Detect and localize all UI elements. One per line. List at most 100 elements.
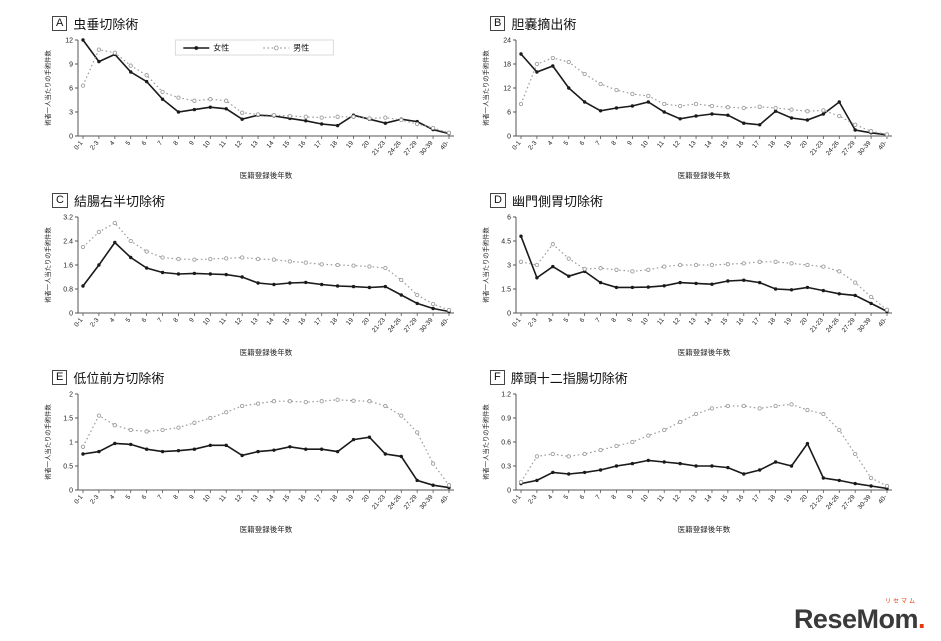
svg-text:6: 6 <box>140 493 148 501</box>
svg-text:0-1: 0-1 <box>73 140 85 152</box>
svg-text:5: 5 <box>563 139 571 147</box>
svg-text:30-39: 30-39 <box>857 139 873 157</box>
svg-text:2-3: 2-3 <box>527 140 539 152</box>
svg-text:10: 10 <box>202 493 212 503</box>
svg-text:術者一人当たりの手術件数: 術者一人当たりの手術件数 <box>481 404 490 480</box>
svg-text:8: 8 <box>172 493 180 501</box>
svg-text:7: 7 <box>594 139 602 147</box>
chart-panel-f: F 膵頭十二指腸切除術 0 0.3 0.6 0.9 1.2 0-1 2-3 4 5 6 7 8 9 10 11 1… <box>480 366 904 541</box>
svg-text:17: 17 <box>313 316 323 326</box>
svg-text:8: 8 <box>172 316 180 324</box>
svg-text:4: 4 <box>547 493 555 501</box>
svg-text:0.9: 0.9 <box>501 416 511 423</box>
svg-text:24-26: 24-26 <box>387 493 403 511</box>
svg-text:5: 5 <box>125 139 133 147</box>
svg-text:1.2: 1.2 <box>501 392 511 399</box>
svg-text:27-29: 27-29 <box>841 139 857 157</box>
svg-text:4: 4 <box>547 139 555 147</box>
svg-text:0-1: 0-1 <box>511 317 523 329</box>
svg-text:2: 2 <box>69 392 73 399</box>
svg-text:12: 12 <box>672 493 682 503</box>
svg-text:11: 11 <box>656 316 666 326</box>
svg-text:15: 15 <box>281 493 291 503</box>
svg-text:24-26: 24-26 <box>387 139 403 157</box>
svg-text:10: 10 <box>202 139 212 149</box>
resemom-logo: リセマム ReseMom. <box>794 599 926 634</box>
svg-text:40-: 40- <box>439 494 450 506</box>
svg-text:2-3: 2-3 <box>89 140 101 152</box>
svg-text:17: 17 <box>751 493 761 503</box>
chart-panel-d: D 幽門側胃切除術 0 1.5 3 4.5 6 0-1 2-3 4 5 6 7 8 9 10 11 12 13 14 1… <box>480 189 904 364</box>
chart-title: F 膵頭十二指腸切除術 <box>490 368 904 386</box>
svg-text:0: 0 <box>507 311 511 318</box>
svg-text:0.6: 0.6 <box>501 440 511 447</box>
svg-text:11: 11 <box>656 493 666 503</box>
chart-title-text: 虫垂切除術 <box>73 16 139 32</box>
svg-text:4: 4 <box>547 316 555 324</box>
svg-text:10: 10 <box>640 139 650 149</box>
svg-text:術者一人当たりの手術件数: 術者一人当たりの手術件数 <box>43 50 52 126</box>
chart-title-text: 胆嚢摘出術 <box>511 16 577 32</box>
svg-text:12: 12 <box>234 316 244 326</box>
svg-text:17: 17 <box>313 493 323 503</box>
svg-text:13: 13 <box>688 316 698 326</box>
chart-title: A 虫垂切除術 <box>52 14 466 32</box>
svg-text:30-39: 30-39 <box>419 316 435 334</box>
svg-text:9: 9 <box>188 139 196 147</box>
chart-title: E 低位前方切除術 <box>52 368 466 386</box>
svg-text:16: 16 <box>735 139 745 149</box>
svg-text:14: 14 <box>265 493 275 503</box>
svg-text:11: 11 <box>218 316 228 326</box>
svg-text:19: 19 <box>783 316 793 326</box>
chart-title-text: 幽門側胃切除術 <box>511 193 603 209</box>
svg-text:9: 9 <box>626 493 634 501</box>
svg-text:15: 15 <box>719 316 729 326</box>
svg-text:20: 20 <box>361 316 371 326</box>
svg-text:0.5: 0.5 <box>63 464 73 471</box>
svg-text:40-: 40- <box>439 317 450 329</box>
svg-text:30-39: 30-39 <box>419 493 435 511</box>
svg-text:18: 18 <box>329 493 339 503</box>
svg-text:10: 10 <box>640 493 650 503</box>
svg-text:医籍登録後年数: 医籍登録後年数 <box>678 524 731 534</box>
svg-text:6: 6 <box>578 493 586 501</box>
chart-canvas-f: 0 0.3 0.6 0.9 1.2 0-1 2-3 4 5 6 7 8 9 10 11 12 13 14 15 16 1… <box>481 392 892 534</box>
svg-text:1.5: 1.5 <box>501 287 511 294</box>
svg-text:女性: 女性 <box>213 43 229 53</box>
svg-text:9: 9 <box>69 62 73 69</box>
svg-text:5: 5 <box>125 316 133 324</box>
logo-dot: . <box>917 604 926 634</box>
svg-text:3: 3 <box>69 110 73 117</box>
svg-text:20: 20 <box>361 493 371 503</box>
svg-text:6: 6 <box>140 316 148 324</box>
svg-text:3: 3 <box>507 263 511 270</box>
svg-text:15: 15 <box>719 493 729 503</box>
panel-letter: F <box>490 369 505 385</box>
svg-text:7: 7 <box>594 493 602 501</box>
chart-canvas-e: 0 0.5 1 1.5 2 0-1 2-3 4 5 6 7 8 9 10 11 12 13 14 15 16 17 18 1… <box>43 392 454 534</box>
svg-text:40-: 40- <box>439 140 450 152</box>
svg-text:17: 17 <box>751 139 761 149</box>
svg-text:19: 19 <box>783 139 793 149</box>
svg-text:13: 13 <box>250 139 260 149</box>
svg-text:19: 19 <box>345 316 355 326</box>
svg-text:4: 4 <box>109 316 117 324</box>
svg-text:17: 17 <box>751 316 761 326</box>
svg-text:8: 8 <box>610 139 618 147</box>
svg-text:11: 11 <box>656 139 666 149</box>
svg-text:8: 8 <box>172 139 180 147</box>
svg-text:16: 16 <box>297 493 307 503</box>
svg-text:18: 18 <box>767 139 777 149</box>
svg-text:0: 0 <box>507 134 511 141</box>
chart-title-text: 結腸右半切除術 <box>73 193 165 209</box>
svg-text:6: 6 <box>507 215 511 222</box>
svg-text:14: 14 <box>265 316 275 326</box>
svg-text:12: 12 <box>234 139 244 149</box>
svg-text:1.6: 1.6 <box>63 263 73 270</box>
svg-text:0-1: 0-1 <box>73 317 85 329</box>
svg-text:7: 7 <box>594 316 602 324</box>
svg-text:9: 9 <box>188 493 196 501</box>
svg-text:12: 12 <box>503 86 511 93</box>
svg-text:0: 0 <box>507 488 511 495</box>
